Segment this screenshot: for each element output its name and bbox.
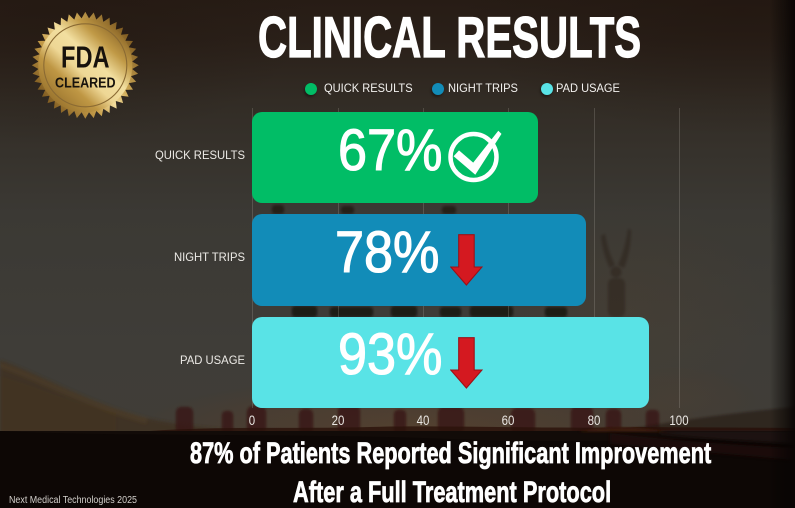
svg-text:CLEARED: CLEARED: [55, 76, 116, 92]
svg-text:FDA: FDA: [61, 40, 110, 75]
